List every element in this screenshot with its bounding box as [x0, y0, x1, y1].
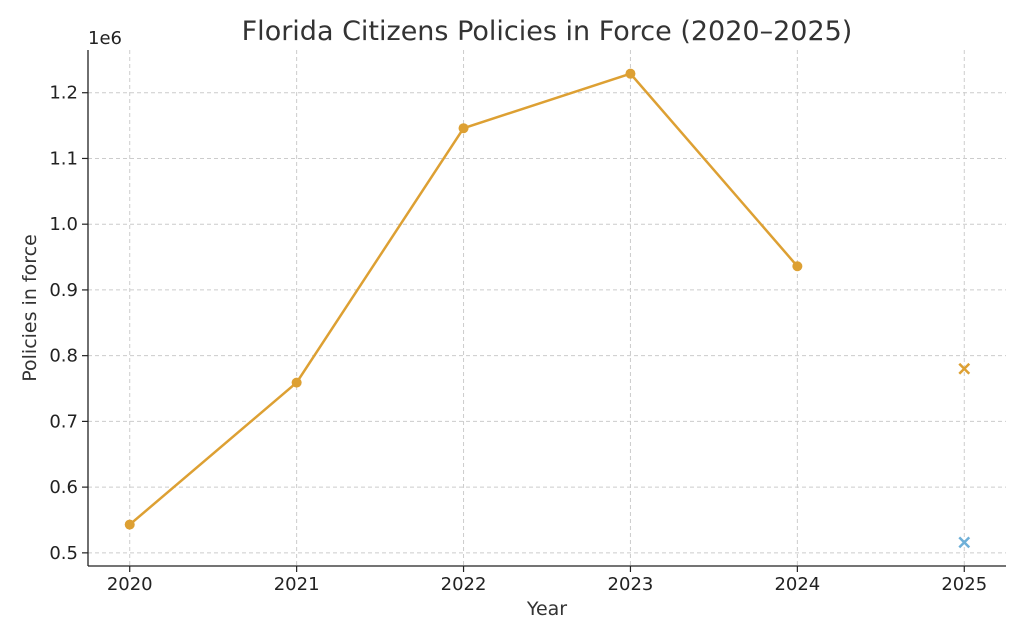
y-tick-label: 0.6	[49, 477, 78, 498]
x-tick-label: 2023	[608, 574, 654, 595]
chart-title: Florida Citizens Policies in Force (2020…	[242, 16, 853, 47]
x-axis-label: Year	[526, 598, 567, 620]
y-tick-label: 1.0	[49, 214, 78, 235]
axes	[87, 50, 1006, 567]
series-0	[124, 68, 803, 530]
x-marker-stroke	[958, 536, 971, 549]
x-tick-label: 2022	[441, 574, 487, 595]
x-marker-stroke	[958, 362, 971, 375]
x-tick-label: 2025	[941, 574, 987, 595]
x-tick-label: 2020	[107, 574, 153, 595]
series-2	[958, 536, 971, 549]
y-tick-label: 1.1	[49, 148, 78, 169]
data-point	[458, 123, 469, 134]
series	[124, 68, 971, 549]
x-tick-label: 2021	[274, 574, 320, 595]
tick-labels: 2020 2021 2022 2023 2024 2025 0.5 0.6 0.7 0.8 0.9 1…	[49, 83, 987, 595]
y-tick-label: 0.7	[49, 411, 78, 432]
data-point	[291, 377, 302, 388]
data-point	[625, 68, 636, 79]
data-point	[792, 261, 803, 272]
data-point	[124, 519, 135, 530]
y-tick-label: 0.5	[49, 543, 78, 564]
data-point-x-marker	[958, 362, 971, 375]
data-point-x-marker	[958, 536, 971, 549]
y-tick-label: 0.8	[49, 346, 78, 367]
y-axis-label: Policies in force	[19, 234, 41, 382]
grid	[88, 50, 1006, 566]
y-tick-label: 1.2	[49, 83, 78, 104]
y-tick-label: 0.9	[49, 280, 78, 301]
y-offset-label: 1e6	[88, 28, 122, 49]
x-tick-label: 2024	[774, 574, 820, 595]
series-1	[958, 362, 971, 375]
